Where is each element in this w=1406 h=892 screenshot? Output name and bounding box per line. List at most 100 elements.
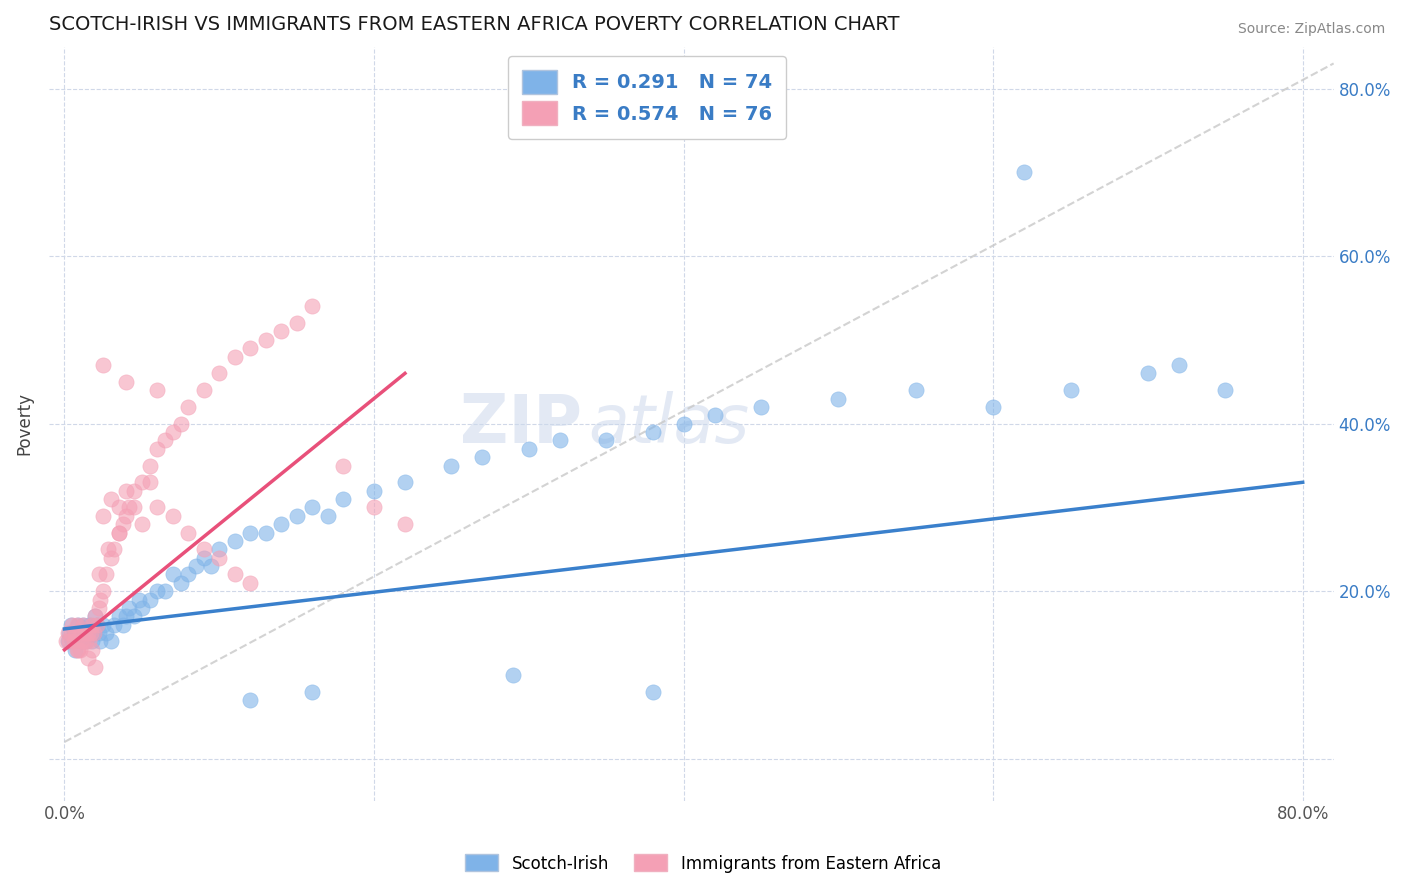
Point	[69, 643, 91, 657]
Point	[107, 500, 129, 515]
Point	[595, 434, 617, 448]
Point	[270, 325, 292, 339]
Point	[75, 634, 97, 648]
Text: Source: ZipAtlas.com: Source: ZipAtlas.com	[1237, 22, 1385, 37]
Point	[1213, 383, 1236, 397]
Text: ZIP: ZIP	[460, 391, 582, 457]
Point	[107, 609, 129, 624]
Point	[270, 517, 292, 532]
Point	[363, 483, 385, 498]
Point	[363, 500, 385, 515]
Point	[56, 626, 79, 640]
Point	[122, 500, 145, 515]
Point	[177, 525, 200, 540]
Point	[62, 634, 84, 648]
Point	[84, 659, 107, 673]
Point	[76, 626, 98, 640]
Point	[76, 651, 98, 665]
Point	[100, 491, 122, 506]
Point	[138, 592, 160, 607]
Point	[66, 617, 89, 632]
Point	[827, 392, 849, 406]
Point	[73, 626, 96, 640]
Point	[115, 609, 138, 624]
Point	[89, 634, 111, 648]
Point	[83, 626, 105, 640]
Point	[131, 475, 153, 490]
Point	[59, 626, 82, 640]
Point	[55, 634, 77, 648]
Point	[80, 626, 103, 640]
Point	[82, 643, 104, 657]
Point	[115, 508, 138, 523]
Point	[301, 684, 323, 698]
Point	[91, 358, 114, 372]
Point	[394, 517, 416, 532]
Point	[91, 617, 114, 632]
Point	[749, 400, 772, 414]
Point	[87, 601, 110, 615]
Point	[103, 617, 125, 632]
Point	[65, 643, 87, 657]
Point	[89, 592, 111, 607]
Point	[138, 475, 160, 490]
Point	[87, 626, 110, 640]
Point	[285, 316, 308, 330]
Point	[301, 299, 323, 313]
Point	[115, 375, 138, 389]
Point	[239, 341, 262, 355]
Point	[146, 500, 169, 515]
Text: atlas: atlas	[589, 391, 749, 457]
Point	[72, 617, 94, 632]
Point	[162, 567, 184, 582]
Point	[73, 626, 96, 640]
Point	[332, 491, 354, 506]
Point	[100, 634, 122, 648]
Point	[1136, 367, 1159, 381]
Point	[67, 643, 90, 657]
Point	[122, 483, 145, 498]
Point	[118, 500, 141, 515]
Point	[115, 483, 138, 498]
Point	[112, 617, 135, 632]
Point	[177, 400, 200, 414]
Point	[146, 383, 169, 397]
Point	[84, 609, 107, 624]
Point	[703, 409, 725, 423]
Point	[87, 567, 110, 582]
Point	[80, 626, 103, 640]
Point	[162, 508, 184, 523]
Point	[440, 458, 463, 473]
Point	[904, 383, 927, 397]
Point	[285, 508, 308, 523]
Point	[169, 575, 191, 590]
Point	[65, 626, 87, 640]
Point	[208, 542, 231, 557]
Point	[1012, 165, 1035, 179]
Point	[128, 592, 150, 607]
Point	[77, 617, 100, 632]
Point	[239, 575, 262, 590]
Point	[96, 567, 118, 582]
Point	[184, 559, 207, 574]
Point	[224, 350, 246, 364]
Point	[641, 684, 664, 698]
Point	[1059, 383, 1081, 397]
Point	[60, 634, 83, 648]
Point	[1167, 358, 1189, 372]
Point	[100, 550, 122, 565]
Legend: R = 0.291   N = 74, R = 0.574   N = 76: R = 0.291 N = 74, R = 0.574 N = 76	[509, 56, 786, 139]
Point	[208, 550, 231, 565]
Point	[224, 533, 246, 548]
Point	[58, 634, 80, 648]
Point	[193, 383, 215, 397]
Point	[69, 626, 91, 640]
Point	[69, 626, 91, 640]
Point	[97, 542, 120, 557]
Point	[394, 475, 416, 490]
Point	[58, 626, 80, 640]
Point	[107, 525, 129, 540]
Point	[56, 634, 79, 648]
Point	[131, 601, 153, 615]
Point	[672, 417, 695, 431]
